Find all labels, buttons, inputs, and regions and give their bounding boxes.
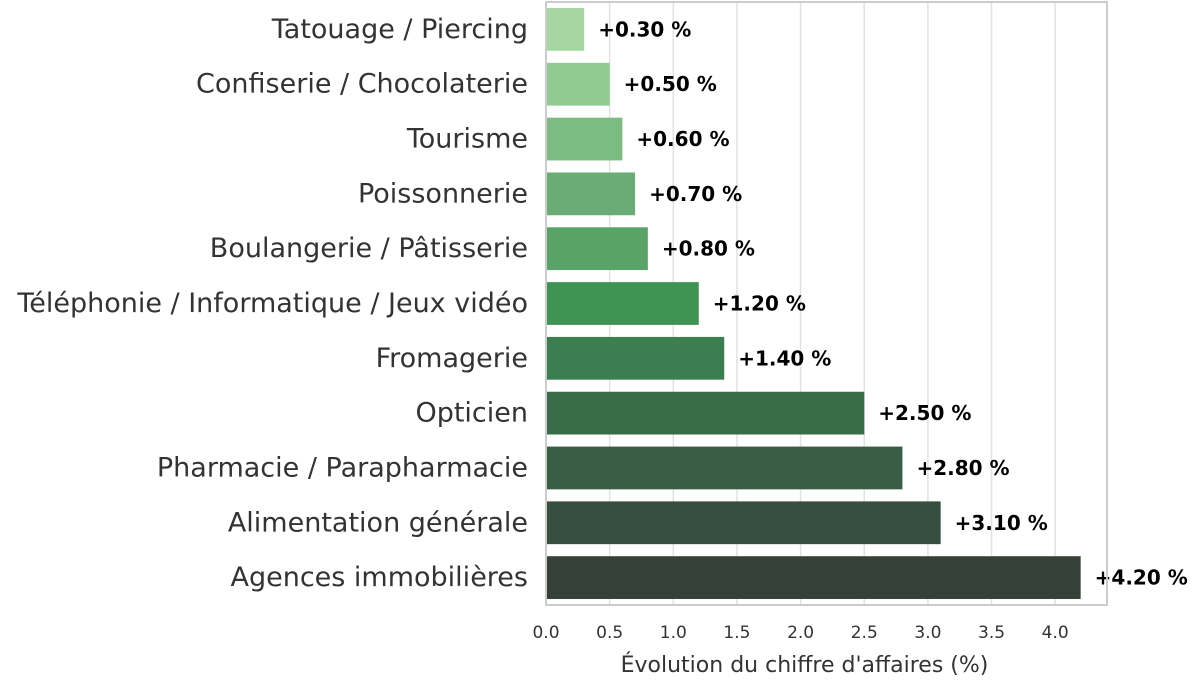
- category-label: Opticien: [415, 398, 528, 429]
- x-tick-label: 0.0: [532, 623, 559, 643]
- value-label: +2.50 %: [878, 401, 971, 425]
- category-label: Tatouage / Piercing: [271, 14, 528, 45]
- x-tick-label: 4.0: [1042, 623, 1069, 643]
- category-label: Pharmacie / Parapharmacie: [157, 452, 528, 483]
- bar: [546, 172, 636, 216]
- value-label: +0.70 %: [649, 182, 742, 206]
- category-label: Alimentation générale: [228, 507, 528, 538]
- bar: [546, 391, 865, 435]
- category-label: Agences immobilières: [230, 562, 528, 593]
- x-tick-label: 2.0: [787, 623, 814, 643]
- plot-frame: [545, 1, 1108, 606]
- bar: [546, 446, 903, 490]
- category-label: Fromagerie: [376, 343, 528, 374]
- bar: [546, 227, 648, 271]
- value-labels: +0.30 % +0.50 % +0.60 % +0.70 % +0.80 % +1.20…: [598, 17, 1188, 589]
- bars: [546, 8, 1081, 599]
- value-label: +3.10 %: [955, 511, 1048, 535]
- value-label: +2.80 %: [916, 456, 1009, 480]
- value-label: +0.30 %: [598, 17, 691, 41]
- value-label: +0.50 %: [624, 72, 717, 96]
- category-label: Téléphonie / Informatique / Jeux vidéo: [16, 288, 528, 319]
- bar: [546, 336, 725, 380]
- bar: [546, 282, 699, 325]
- x-tick-label: 1.0: [660, 623, 687, 643]
- x-tick-labels: 0.0 0.5 1.0 1.5 2.0 2.5 3.0 3.5 4.0: [532, 623, 1068, 643]
- category-label: Confiserie / Chocolaterie: [196, 69, 528, 100]
- bar: [546, 501, 941, 545]
- x-tick-label: 0.5: [596, 623, 623, 643]
- x-tick-label: 3.0: [914, 623, 941, 643]
- value-label: +1.20 %: [713, 292, 806, 316]
- x-tick-label: 3.5: [978, 623, 1005, 643]
- category-label: Boulangerie / Pâtisserie: [210, 233, 528, 264]
- x-axis-title: Évolution du chiffre d'affaires (%): [621, 652, 989, 678]
- bar: [546, 556, 1081, 599]
- bar: [546, 8, 585, 51]
- category-label: Tourisme: [406, 124, 528, 155]
- x-tick-label: 2.5: [851, 623, 878, 643]
- value-label: +4.20 %: [1095, 566, 1188, 590]
- category-label: Poissonnerie: [358, 178, 528, 209]
- value-label: +1.40 %: [738, 346, 831, 370]
- x-tick-label: 1.5: [723, 623, 750, 643]
- value-label: +0.60 %: [636, 127, 729, 151]
- bar: [546, 62, 610, 106]
- value-label: +0.80 %: [662, 237, 755, 261]
- bar: [546, 117, 623, 161]
- category-labels: Tatouage / Piercing Confiserie / Chocolat…: [16, 14, 528, 593]
